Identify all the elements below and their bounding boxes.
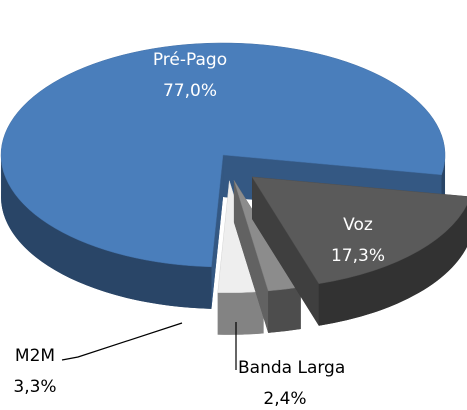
slice-value-label: 77,0% xyxy=(163,81,217,101)
slice-wall xyxy=(1,154,212,309)
slice-label: M2M xyxy=(15,346,55,366)
slice-label: Banda Larga xyxy=(238,358,345,378)
slice-face xyxy=(233,180,269,333)
slice-wall xyxy=(268,287,301,333)
slice xyxy=(251,176,467,284)
slice-label: Pré-Pago xyxy=(153,50,227,70)
slice-label: Voz xyxy=(343,215,373,235)
slice xyxy=(0,42,446,268)
slice-face xyxy=(211,154,224,309)
slice-wall xyxy=(318,204,467,326)
leader-line xyxy=(61,322,183,361)
slice-wall xyxy=(217,291,264,335)
slice-value-label: 2,4% xyxy=(263,389,306,409)
slice-value-label: 3,3% xyxy=(13,377,56,397)
slice-face xyxy=(252,176,319,326)
slice-value-label: 17,3% xyxy=(331,246,385,266)
